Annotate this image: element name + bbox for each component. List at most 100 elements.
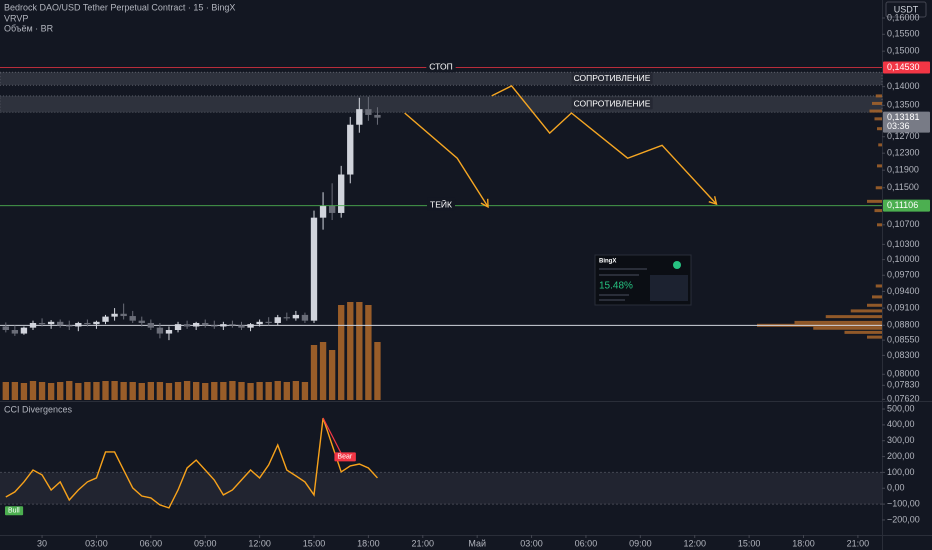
volume-bar: [20, 383, 28, 400]
x-tick-label: 06:00: [575, 538, 598, 548]
volume-profile-bar: [877, 127, 882, 131]
volume-bar: [138, 383, 145, 400]
y-tick-label: 100,00: [887, 467, 915, 477]
candle-body: [265, 321, 272, 323]
volume-bar: [220, 382, 227, 400]
candle-body: [84, 322, 91, 325]
x-tick-label: 12:00: [683, 538, 706, 548]
volume-bar: [274, 381, 281, 400]
currency-label[interactable]: USDT: [894, 4, 919, 14]
thumbnail-icon: [673, 261, 681, 269]
volume-bar: [365, 305, 372, 400]
volume-profile-bar: [875, 284, 882, 288]
volume-bar: [147, 382, 155, 400]
zone-label: СОПРОТИВЛЕНИЕ: [574, 73, 651, 83]
resistance-zone: [0, 95, 883, 113]
thumbnail-gain: 15.48%: [599, 281, 633, 292]
volume-profile-bar: [875, 94, 882, 98]
candle-body: [129, 316, 136, 321]
volume-bar: [66, 381, 73, 400]
volume-bar: [338, 305, 345, 400]
y-tick-label: 0,08800: [887, 320, 920, 330]
candle-body: [20, 327, 28, 334]
volume-bar: [156, 382, 164, 400]
candle-body: [347, 124, 354, 175]
candle-body: [192, 322, 200, 327]
volume-bar: [328, 350, 336, 400]
x-tick-label: 15:00: [738, 538, 761, 548]
y-tick-label: 0,10000: [887, 254, 920, 264]
y-tick-label: 0,14000: [887, 81, 920, 91]
y-tick-label: 500,00: [887, 403, 915, 413]
candle-body: [238, 325, 245, 328]
currency-button[interactable]: [885, 1, 927, 18]
candle-body: [57, 321, 64, 326]
projection-path: [404, 112, 489, 209]
x-tick-label: 18:00: [357, 538, 380, 548]
volume-profile-bar: [844, 330, 882, 334]
candle-body: [29, 322, 37, 328]
y-tick-label: 400,00: [887, 419, 915, 429]
candle-body: [138, 320, 145, 323]
x-tick-label: Май: [468, 538, 486, 548]
volume-bar: [38, 382, 46, 400]
y-tick-label: 0,08000: [887, 369, 920, 379]
y-tick-label: 0,11500: [887, 182, 919, 192]
candle-body: [211, 325, 218, 327]
candle-body: [247, 324, 254, 328]
y-tick-label: 0,08300: [887, 350, 920, 360]
volume-bar: [84, 382, 91, 400]
volume-bar: [310, 345, 318, 400]
zone-label-box: [571, 71, 653, 84]
thumbnail-line: [599, 294, 629, 296]
y-tick-label: −200,00: [887, 514, 920, 524]
candle-body: [310, 217, 318, 321]
y-tick-label: 0,11900: [887, 165, 919, 175]
volume-bar: [211, 382, 218, 400]
volume-bar: [29, 381, 37, 400]
candle-body: [120, 313, 127, 317]
candle-body: [2, 326, 9, 331]
level-price-label: 0,11106: [887, 200, 918, 210]
volume-bar: [183, 381, 191, 400]
candle-body: [301, 314, 309, 321]
volume-profile-bar: [872, 101, 882, 105]
candle-body: [174, 324, 182, 331]
pane-title: CCI Divergences: [4, 404, 73, 414]
candle-body: [319, 205, 327, 218]
volume-profile-bar: [794, 320, 882, 324]
candle-body: [156, 327, 164, 334]
thumbnail-line: [599, 274, 639, 276]
volume-bar: [238, 382, 245, 400]
y-tick-label: 0,09100: [887, 302, 920, 312]
volume-profile-bar: [874, 117, 882, 121]
candle-body: [47, 321, 55, 325]
volume-bar: [247, 383, 254, 400]
candle-body: [75, 322, 82, 327]
volume-bar: [202, 383, 209, 400]
cci-line: [5, 417, 378, 509]
signal-label: Bull: [8, 507, 20, 514]
volume-bar: [374, 342, 381, 400]
volume-bar: [75, 383, 82, 400]
volume-profile-bar: [813, 326, 882, 330]
candle-body: [183, 324, 191, 327]
volume-bar: [265, 382, 272, 400]
level-label: ТЕЙК: [430, 198, 452, 209]
candle-body: [365, 109, 372, 115]
volume-bar: [174, 382, 182, 400]
volume-bar: [47, 383, 55, 400]
indicator-label: Объём · BR: [4, 23, 54, 33]
volume-bar: [2, 382, 9, 400]
thumbnail[interactable]: BingX 15.48%: [594, 254, 692, 306]
last-price-label: 0,13181: [887, 112, 920, 122]
level-label-box: [426, 60, 456, 73]
candle-body: [102, 316, 109, 322]
volume-bar: [57, 382, 64, 400]
y-tick-label: 0,07830: [887, 380, 920, 390]
volume-bar: [283, 382, 290, 400]
volume-bar: [11, 382, 19, 400]
signal-label-box: [5, 506, 24, 516]
candle-body: [338, 174, 345, 213]
